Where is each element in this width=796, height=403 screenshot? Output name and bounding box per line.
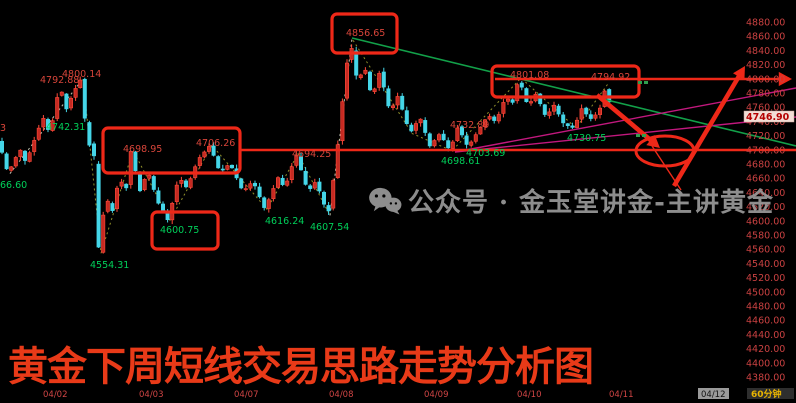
price-label: 4616.24 <box>265 216 304 227</box>
axis-tick-label: 4560.00 <box>746 245 785 256</box>
axis-tick-label: 4440.00 <box>746 330 785 341</box>
axis-tick-label: 4760.00 <box>746 103 785 114</box>
axis-tick-label: 4680.00 <box>746 160 785 171</box>
axis-tick-label: 4640.00 <box>746 188 785 199</box>
highlight-box <box>101 126 242 175</box>
date-label: 04/08 <box>329 390 354 400</box>
time-axis: 04/02 04/03 04/07 04/08 04/09 04/10 04/11 04/12 <box>43 388 729 400</box>
price-axis: 4880.00 4860.00 4840.00 4820.00 4800.00 4780.… <box>746 18 785 384</box>
price-label: 4730.75 <box>567 133 606 144</box>
axis-tick-label: 4820.00 <box>746 60 785 71</box>
date-label: 04/03 <box>139 390 164 400</box>
axis-tick-label: 4860.00 <box>746 32 785 43</box>
price-label: 4698.95 <box>123 144 162 155</box>
price-label: 4792.88 <box>40 75 79 86</box>
timeframe-label: 60分钟 <box>751 388 782 400</box>
axis-tick-label: 4480.00 <box>746 302 785 313</box>
current-price-value: 4746.90 <box>746 112 790 123</box>
price-label: 4706.26 <box>196 138 235 149</box>
timeframe-selector[interactable]: 60分钟 <box>747 388 794 400</box>
price-label: 4801.08 <box>510 70 549 81</box>
price-label: 4698.61 <box>441 156 480 167</box>
price-label: 4856.65 <box>346 28 385 39</box>
price-label: 4732.89 <box>450 120 489 131</box>
price-label: 4554.31 <box>90 260 129 271</box>
date-label: 04/02 <box>43 390 68 400</box>
wechat-icon <box>369 187 402 215</box>
axis-tick-label: 4620.00 <box>746 202 785 213</box>
price-label: 4703.69 <box>466 148 505 159</box>
axis-tick-label: 4720.00 <box>746 131 785 142</box>
candles <box>0 44 612 254</box>
price-label: 4607.54 <box>310 222 349 233</box>
watermark: 公众号 · 金玉堂讲金-主讲黄金 <box>368 182 774 219</box>
axis-tick-label: 4780.00 <box>746 89 785 100</box>
axis-tick-label: 4500.00 <box>746 287 785 298</box>
price-label: 4794.92 <box>591 72 630 83</box>
price-label: 4800.14 <box>62 69 101 80</box>
current-price-tag: 4746.90 <box>743 110 795 123</box>
price-label: 4600.75 <box>160 225 199 236</box>
date-label: 04/09 <box>424 390 449 400</box>
price-label: 4742.31 <box>46 122 85 133</box>
axis-tick-label: 4800.00 <box>746 74 785 85</box>
tiny-green-marks <box>636 81 648 137</box>
date-label: 04/10 <box>517 390 542 400</box>
date-label: 04/12 <box>701 390 726 400</box>
axis-tick-label: 4580.00 <box>746 231 785 242</box>
axis-tick-label: 4740.00 <box>746 117 785 128</box>
axis-tick-label: 4600.00 <box>746 216 785 227</box>
zigzag-lines <box>9 37 610 254</box>
highlight-box <box>330 12 399 55</box>
axis-tick-label: 4420.00 <box>746 344 785 355</box>
axis-tick-label: 4520.00 <box>746 273 785 284</box>
date-label: 04/07 <box>234 390 259 400</box>
price-label: 4694.25 <box>292 149 331 160</box>
axis-tick-label: 4380.00 <box>746 373 785 384</box>
axis-tick-label: 4880.00 <box>746 18 785 29</box>
axis-tick-label: 4540.00 <box>746 259 785 270</box>
watermark-text: 公众号 · 金玉堂讲金-主讲黄金 <box>408 188 774 218</box>
axis-tick-label: 4660.00 <box>746 174 785 185</box>
page-title: 黄金下周短线交易思路走势分析图 <box>8 343 594 390</box>
price-label: 3 <box>0 123 6 134</box>
date-label: 04/11 <box>609 390 634 400</box>
price-label: 66.60 <box>0 180 27 191</box>
axis-tick-label: 4400.00 <box>746 358 785 369</box>
axis-tick-label: 4700.00 <box>746 145 785 156</box>
highlight-box <box>150 210 220 251</box>
axis-tick-label: 4840.00 <box>746 46 785 57</box>
axis-tick-label: 4460.00 <box>746 316 785 327</box>
